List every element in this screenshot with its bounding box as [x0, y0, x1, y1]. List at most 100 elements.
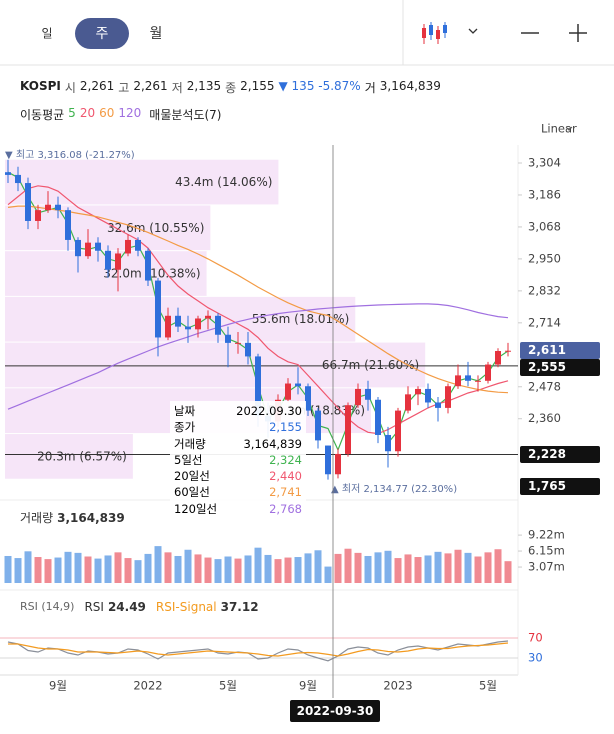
candle-body	[55, 204, 61, 211]
dropdown-chevron[interactable]	[468, 28, 478, 34]
volume-bar	[324, 566, 332, 583]
volume-bar	[104, 555, 112, 583]
x-tick-label: 9월	[49, 679, 67, 693]
candle-body	[155, 280, 161, 338]
candle-body	[475, 380, 481, 382]
volume-bar	[54, 557, 62, 583]
scale-chevron[interactable]	[565, 126, 573, 131]
volume-bar	[284, 557, 292, 583]
line-series	[7, 205, 509, 394]
ma-legend: 이동평균 5 20 60 120 매물분석도(7)	[20, 106, 221, 123]
quote: 시 2,261 고 2,261 저 2,135 종 2,155	[65, 79, 275, 96]
annotation-low: ▲ 최저 2,134.77 (22.30%)	[331, 483, 457, 495]
candle-body	[255, 356, 261, 417]
volume-profile-label: 43.4m (14.06%)	[175, 175, 272, 189]
volume-bar	[44, 559, 52, 583]
candle-body	[445, 386, 451, 408]
candle-body	[45, 204, 51, 211]
chart-type-icon[interactable]	[422, 22, 447, 44]
volume-bar	[414, 557, 422, 583]
candle-body	[465, 375, 471, 381]
volume-bar	[114, 552, 122, 583]
volume-bar	[94, 558, 102, 583]
annotation-high: ▼ 최고 3,316.08 (-21.27%)	[5, 149, 135, 161]
volume-bar	[354, 552, 362, 583]
tooltip-value: 2,741	[269, 485, 302, 500]
volume-bar	[164, 552, 172, 583]
volume-bar	[344, 548, 352, 583]
volume-bar	[384, 550, 392, 583]
tooltip-value: 2,440	[269, 469, 302, 484]
tab[interactable]: 일	[41, 27, 52, 41]
x-tick-label: 2023	[383, 679, 412, 693]
volume-bar	[84, 556, 92, 583]
volume-profile-bar	[5, 159, 279, 205]
volume-bar	[444, 553, 452, 583]
y-tick-label: 2,360	[528, 411, 561, 425]
x-tick-label: 5월	[479, 679, 497, 693]
candle-body	[355, 388, 361, 406]
line-series	[7, 303, 509, 410]
volume-bar	[184, 549, 192, 583]
candle-body	[335, 453, 341, 475]
volume-bar	[424, 555, 432, 583]
quote-label: 시	[64, 81, 76, 95]
volume-profile-bar	[5, 342, 426, 388]
candle-body	[95, 242, 101, 251]
candle-body	[25, 183, 31, 221]
quote-value: 2,155	[240, 79, 275, 93]
tab[interactable]: 월	[150, 26, 163, 42]
candle-body	[5, 172, 11, 175]
line-series	[7, 185, 509, 435]
candle-body	[185, 326, 191, 330]
ma-title: 이동평균	[20, 108, 65, 122]
volume-bar	[264, 554, 272, 583]
tooltip-label: 거래량	[174, 436, 206, 451]
volume-profile-label: 32.0m (10.38%)	[103, 267, 200, 281]
price-badge: 2,555	[520, 359, 600, 376]
tooltip-value: 2022.09.30	[236, 404, 302, 418]
volume-bar	[434, 551, 442, 583]
tooltip-label: 20일선	[174, 469, 210, 484]
volume-bar	[214, 559, 222, 583]
volume-bar	[204, 557, 212, 583]
candle-body	[375, 399, 381, 435]
candle-body	[215, 315, 221, 335]
tab-active-bg	[75, 18, 129, 49]
x-tick-label: 2022	[133, 679, 162, 693]
quote-label: 종	[225, 81, 237, 95]
candle-body	[165, 315, 171, 338]
tooltip-row: 5일선 2,324	[174, 452, 302, 468]
volume-bar	[194, 554, 202, 583]
pane-title: RSI (14,9) RSI 24.49 RSI-Signal 37.12	[20, 600, 259, 614]
scale-label[interactable]: Linear	[541, 122, 577, 136]
volume-bar	[4, 555, 12, 583]
candle-body	[405, 394, 411, 411]
volume-bar	[364, 555, 372, 583]
tooltip-row: 거래량 3,164,839	[174, 436, 302, 452]
volume-bar	[244, 555, 252, 583]
legend-entry: RSI-Signal	[156, 600, 217, 614]
quote-label: 거	[364, 81, 376, 95]
zoom-in[interactable]	[569, 24, 587, 42]
tooltip-value: 3,164,839	[243, 436, 302, 451]
candle-body	[425, 388, 431, 403]
tooltip: 날짜 2022.09.30 종가 2,155 거래량 3,164,839 5일선 2,324 2…	[170, 401, 306, 520]
y-tick-label: 3,304	[528, 156, 561, 170]
quote-value: 2,261	[133, 79, 168, 93]
tooltip-row: 20일선 2,440	[174, 468, 302, 484]
price-badge: 2,228	[520, 446, 600, 463]
candle-body	[305, 386, 311, 411]
volume-bar	[374, 552, 382, 583]
tab[interactable]: 주	[96, 26, 109, 42]
tooltip-label: 날짜	[174, 404, 196, 418]
y-tick-label: 2,950	[528, 251, 561, 265]
tooltip-row: 종가 2,155	[174, 419, 302, 435]
y-tick-label: 2,714	[528, 315, 561, 329]
quote-value: 2,135	[186, 79, 222, 93]
volume-bar	[504, 561, 512, 583]
volume-bar	[254, 547, 262, 583]
volume-bar	[74, 552, 82, 583]
volume-bar	[404, 554, 412, 583]
